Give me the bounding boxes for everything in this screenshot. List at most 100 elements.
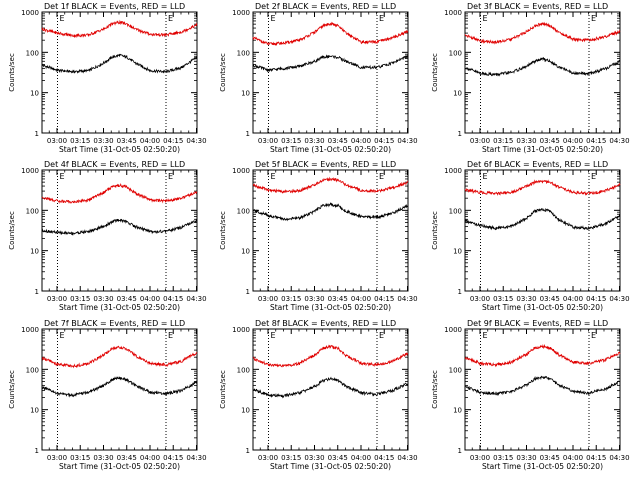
event-marker-label: E bbox=[379, 331, 384, 340]
y-tick-label: 1 bbox=[246, 288, 250, 296]
x-tick-label: 03:30 bbox=[304, 137, 324, 145]
chart-title: Det 5f BLACK = Events, RED = LLD bbox=[255, 160, 396, 169]
chart-title: Det 3f BLACK = Events, RED = LLD bbox=[467, 2, 608, 11]
event-marker-label: E bbox=[168, 331, 173, 340]
event-marker-label: E bbox=[168, 172, 173, 181]
x-tick-label: 03:45 bbox=[117, 295, 137, 303]
x-tick-label: 03:30 bbox=[304, 454, 324, 462]
y-tick-label: 10 bbox=[453, 407, 462, 415]
x-tick-label: 04:30 bbox=[609, 137, 629, 145]
x-axis-label: Start Time (31-Oct-05 02:50:20) bbox=[59, 145, 180, 154]
x-tick-label: 04:15 bbox=[586, 295, 606, 303]
y-axis-label: Counts/sec bbox=[219, 53, 227, 92]
series-events bbox=[41, 218, 198, 237]
x-tick-label: 03:45 bbox=[328, 295, 348, 303]
x-tick-label: 04:15 bbox=[374, 137, 394, 145]
event-marker-label: E bbox=[271, 14, 276, 23]
series-events bbox=[464, 207, 621, 231]
x-tick-label: 04:30 bbox=[397, 137, 417, 145]
x-tick-label: 03:30 bbox=[516, 137, 536, 145]
x-tick-label: 03:45 bbox=[540, 137, 560, 145]
series-lld bbox=[464, 21, 621, 45]
x-tick-label: 04:15 bbox=[586, 454, 606, 462]
y-tick-label: 100 bbox=[26, 49, 39, 57]
event-marker-label: E bbox=[379, 172, 384, 181]
x-tick-label: 03:15 bbox=[281, 137, 301, 145]
y-tick-label: 1 bbox=[458, 288, 462, 296]
y-tick-label: 1000 bbox=[444, 9, 462, 17]
x-axis-label: Start Time (31-Oct-05 02:50:20) bbox=[59, 462, 180, 471]
y-tick-label: 100 bbox=[26, 366, 39, 374]
y-axis-label: Counts/sec bbox=[8, 370, 16, 409]
event-marker-label: E bbox=[483, 331, 488, 340]
x-tick-label: 04:15 bbox=[163, 137, 183, 145]
x-tick-label: 03:45 bbox=[328, 137, 348, 145]
y-tick-label: 100 bbox=[449, 207, 462, 215]
x-tick-label: 04:00 bbox=[563, 137, 583, 145]
y-tick-label: 10 bbox=[30, 407, 39, 415]
series-events bbox=[464, 56, 621, 77]
x-tick-label: 03:15 bbox=[70, 295, 90, 303]
series-lld bbox=[464, 343, 621, 368]
chart-panel-6: Det 6f BLACK = Events, RED = LLD 1 10 100 10… bbox=[431, 160, 630, 312]
x-tick-label: 03:00 bbox=[258, 137, 278, 145]
x-tick-label: 03:00 bbox=[47, 295, 67, 303]
series-events bbox=[252, 54, 409, 73]
event-marker-label: E bbox=[60, 172, 65, 181]
event-marker-label: E bbox=[483, 14, 488, 23]
x-tick-label: 04:15 bbox=[163, 454, 183, 462]
chart-panel-9: Det 9f BLACK = Events, RED = LLD 1 10 100 10… bbox=[431, 319, 630, 471]
y-tick-label: 10 bbox=[241, 407, 250, 415]
y-tick-label: 10 bbox=[453, 90, 462, 98]
series-events bbox=[252, 202, 409, 222]
y-tick-label: 1 bbox=[246, 130, 250, 138]
series-lld bbox=[252, 344, 409, 368]
plot-frame bbox=[41, 328, 198, 451]
x-axis-label: Start Time (31-Oct-05 02:50:20) bbox=[270, 462, 391, 471]
x-tick-label: 03:45 bbox=[540, 454, 560, 462]
y-axis-label: Counts/sec bbox=[431, 53, 439, 92]
y-tick-label: 10 bbox=[453, 248, 462, 256]
y-tick-label: 100 bbox=[237, 207, 250, 215]
chart-panel-5: Det 5f BLACK = Events, RED = LLD 1 10 100 10… bbox=[219, 160, 418, 312]
x-tick-label: 04:15 bbox=[163, 295, 183, 303]
y-tick-label: 1 bbox=[458, 447, 462, 455]
event-marker-label: E bbox=[271, 331, 276, 340]
x-tick-label: 03:30 bbox=[93, 454, 113, 462]
x-axis-label: Start Time (31-Oct-05 02:50:20) bbox=[482, 303, 603, 312]
x-tick-label: 04:00 bbox=[351, 137, 371, 145]
y-tick-label: 1 bbox=[35, 447, 39, 455]
chart-panel-3: Det 3f BLACK = Events, RED = LLD 1 10 100 10… bbox=[431, 2, 630, 154]
x-tick-label: 04:00 bbox=[563, 295, 583, 303]
x-tick-label: 03:00 bbox=[470, 454, 490, 462]
y-tick-label: 1000 bbox=[232, 167, 250, 175]
x-tick-label: 03:15 bbox=[70, 454, 90, 462]
chart-title: Det 4f BLACK = Events, RED = LLD bbox=[44, 160, 185, 169]
y-tick-label: 1 bbox=[246, 447, 250, 455]
chart-title: Det 6f BLACK = Events, RED = LLD bbox=[467, 160, 608, 169]
event-marker-label: E bbox=[168, 14, 173, 23]
x-axis-label: Start Time (31-Oct-05 02:50:20) bbox=[270, 303, 391, 312]
plot-frame bbox=[252, 169, 409, 292]
x-tick-label: 03:45 bbox=[540, 295, 560, 303]
y-tick-label: 100 bbox=[449, 49, 462, 57]
y-tick-label: 1000 bbox=[444, 167, 462, 175]
x-axis-label: Start Time (31-Oct-05 02:50:20) bbox=[270, 145, 391, 154]
chart-title: Det 2f BLACK = Events, RED = LLD bbox=[255, 2, 396, 11]
x-tick-label: 03:45 bbox=[328, 454, 348, 462]
plot-frame bbox=[464, 169, 621, 292]
chart-panel-2: Det 2f BLACK = Events, RED = LLD 1 10 100 10… bbox=[219, 2, 418, 154]
x-axis-label: Start Time (31-Oct-05 02:50:20) bbox=[59, 303, 180, 312]
series-events bbox=[252, 376, 409, 399]
chart-panel-7: Det 7f BLACK = Events, RED = LLD 1 10 100 10… bbox=[8, 319, 207, 471]
event-marker-label: E bbox=[271, 172, 276, 181]
x-tick-label: 03:45 bbox=[117, 454, 137, 462]
x-tick-label: 03:15 bbox=[493, 295, 513, 303]
series-lld bbox=[464, 179, 621, 196]
y-axis-label: Counts/sec bbox=[431, 370, 439, 409]
series-events bbox=[464, 375, 621, 397]
y-tick-label: 1 bbox=[35, 288, 39, 296]
x-tick-label: 03:00 bbox=[258, 454, 278, 462]
chart-title: Det 7f BLACK = Events, RED = LLD bbox=[44, 319, 185, 328]
